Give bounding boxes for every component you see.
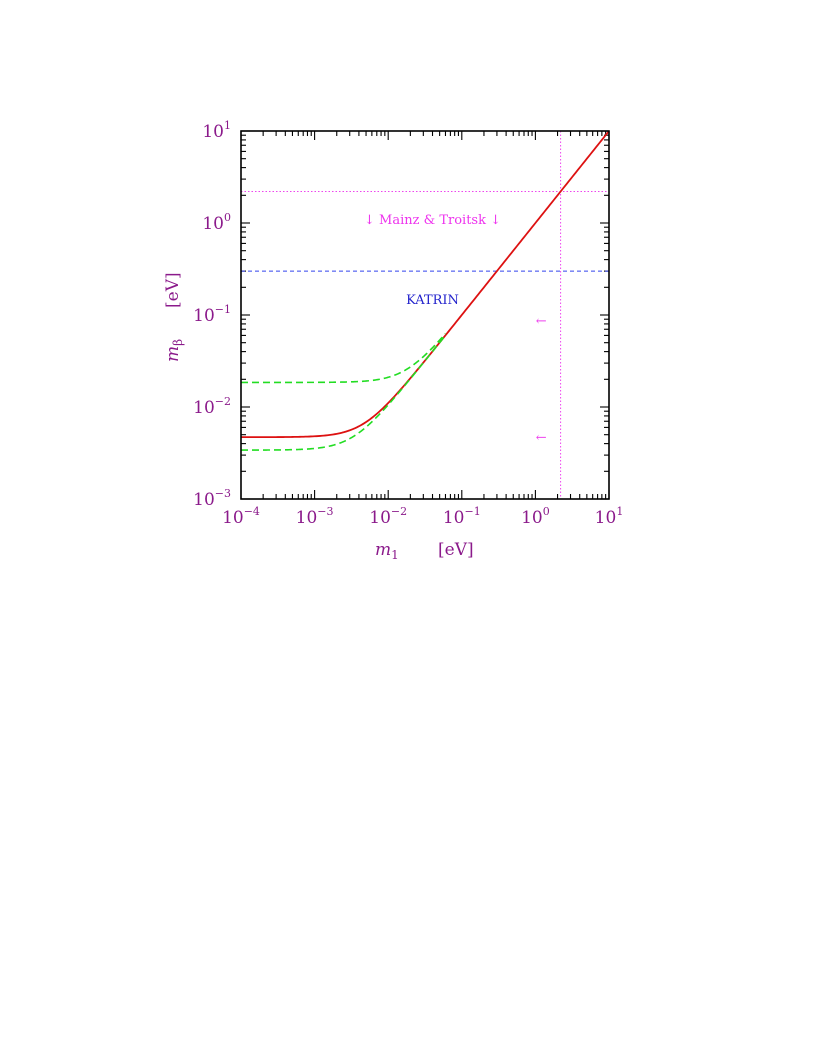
x-tick-label-0: 10−4: [222, 505, 260, 528]
annotation-1: KATRIN: [406, 293, 459, 308]
x-tick-label-5: 101: [595, 505, 624, 528]
y-tick-label-1: 10−2: [193, 395, 231, 418]
svg-text:mβ: mβ: [163, 339, 185, 362]
y-axis-label: mβ: [163, 339, 185, 362]
x-tick-label-2: 10−2: [369, 505, 407, 528]
x-tick-label-4: 100: [521, 505, 550, 528]
series-line-1: [241, 333, 447, 384]
y-tick-label-4: 101: [202, 119, 231, 142]
annotation-0: ↓ Mainz & Troitsk ↓: [364, 213, 501, 228]
x-tick-labels: 10−4 10−3 10−2 10−1 100 101: [222, 505, 623, 528]
y-tick-label-3: 100: [202, 211, 231, 234]
x-tick-label-1: 10−3: [296, 505, 334, 528]
reference-lines: [241, 131, 609, 499]
annotation-3: ←: [536, 430, 547, 445]
data-series: [241, 130, 610, 451]
annotations: ↓ Mainz & Troitsk ↓ KATRIN ← ←: [364, 213, 547, 445]
x-axis-unit: [eV]: [438, 540, 474, 560]
y-tick-labels: 10−3 10−2 10−1 100 101: [193, 119, 231, 510]
y-tick-label-2: 10−1: [193, 303, 231, 326]
plot-frame: [240, 130, 610, 500]
y-axis-unit: [eV]: [163, 272, 183, 308]
x-tick-label-3: 10−1: [443, 505, 481, 528]
svg-text:[eV]: [eV]: [163, 272, 183, 308]
axis-ticks: [240, 130, 610, 500]
x-axis-label: m1: [375, 540, 399, 562]
annotation-2: ←: [536, 314, 547, 329]
series-line-2: [241, 334, 447, 451]
y-tick-label-0: 10−3: [193, 487, 231, 510]
series-line-0: [241, 130, 610, 439]
